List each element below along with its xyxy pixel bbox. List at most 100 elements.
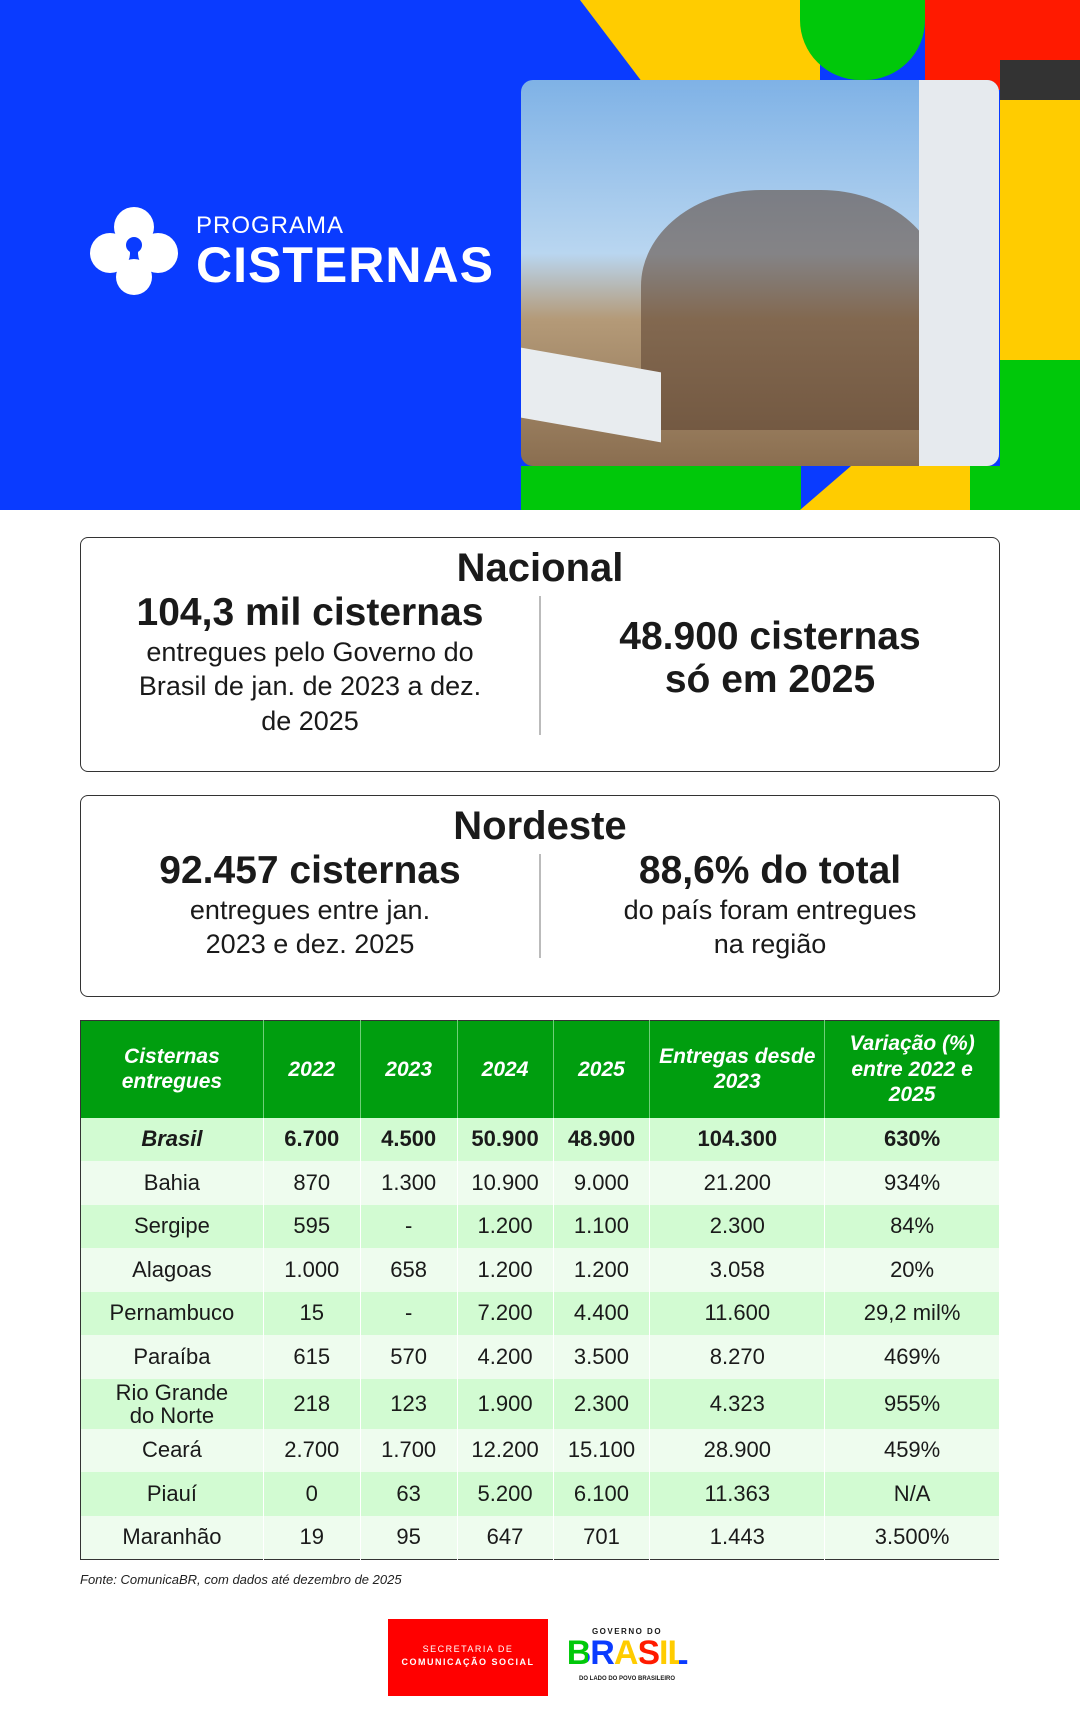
cell: 570 xyxy=(360,1335,458,1379)
cell: 469% xyxy=(824,1335,1000,1379)
cell: 3.500 xyxy=(553,1335,651,1379)
cell: 95 xyxy=(360,1515,458,1560)
nacional-2025-sub: só em 2025 xyxy=(664,657,876,701)
gov-top-text: GOVERNO DO xyxy=(591,1626,663,1636)
program-logo: PROGRAMA CISTERNAS xyxy=(88,205,494,297)
cell: 123 xyxy=(360,1378,458,1429)
nordeste-share-desc: do país foram entregues na região xyxy=(623,894,917,960)
cell: 647 xyxy=(457,1515,554,1560)
row-label: Bahia xyxy=(80,1161,264,1205)
cell: 630% xyxy=(824,1117,1000,1161)
table-row: Rio Grande do Norte 218 123 1.900 2.300 4.323… xyxy=(80,1378,1000,1429)
row-label: Rio Grande do Norte xyxy=(80,1378,264,1429)
cell: 28.900 xyxy=(649,1428,826,1473)
table-row: Maranhão 19 95 647 701 1.443 3.500% xyxy=(80,1515,1000,1560)
cell: 48.900 xyxy=(553,1117,651,1161)
row-label: Alagoas xyxy=(80,1248,264,1292)
cell: 1.000 xyxy=(263,1248,361,1292)
card-divider xyxy=(539,854,541,958)
cell: 955% xyxy=(824,1378,1000,1429)
cell: 1.443 xyxy=(649,1515,826,1560)
cell: 11.363 xyxy=(649,1472,826,1516)
cell: 4.200 xyxy=(457,1335,554,1379)
cell: 3.500% xyxy=(824,1515,1000,1560)
cell: 9.000 xyxy=(553,1161,651,1205)
green-bottom-right-shape xyxy=(970,466,1080,510)
row-label: Piauí xyxy=(80,1472,264,1516)
cell: 1.200 xyxy=(457,1248,554,1292)
main-content: Nacional 104,3 mil cisternas entregues p… xyxy=(80,537,1000,1726)
cell: 1.700 xyxy=(360,1428,458,1473)
source-note: Fonte: ComunicaBR, com dados até dezembr… xyxy=(80,1571,402,1587)
cell: 2.300 xyxy=(553,1378,651,1429)
nordeste-title: Nordeste xyxy=(453,804,627,848)
cell: 8.270 xyxy=(649,1335,826,1379)
cell: - xyxy=(360,1291,458,1335)
column-header: 2023 xyxy=(360,1020,458,1118)
cell: 615 xyxy=(263,1335,361,1379)
cell: 15.100 xyxy=(553,1428,651,1473)
row-label: Ceará xyxy=(80,1428,264,1473)
card-divider xyxy=(539,596,541,735)
cisternas-logo-icon xyxy=(90,207,178,295)
gov-bottom-text: DO LADO DO POVO BRASILEIRO xyxy=(578,1675,675,1682)
yellow-right-shape xyxy=(1000,100,1080,380)
cell: 658 xyxy=(360,1248,458,1292)
cell: 3.058 xyxy=(649,1248,826,1292)
secom-line-2: COMUNICAÇÃO SOCIAL xyxy=(401,1657,535,1668)
cell: 459% xyxy=(824,1428,1000,1473)
row-label: Maranhão xyxy=(80,1515,264,1560)
cell: 1.100 xyxy=(553,1204,651,1248)
cell: - xyxy=(360,1204,458,1248)
column-header: 2024 xyxy=(457,1020,554,1118)
nordeste-total: 92.457 cisternas xyxy=(159,849,461,892)
cell: 84% xyxy=(824,1204,1000,1248)
program-name: CISTERNAS xyxy=(196,237,494,293)
cell: 934% xyxy=(824,1161,1000,1205)
footer-logos: SECRETARIA DE COMUNICAÇÃO SOCIAL GOVERNO… xyxy=(80,1618,1000,1726)
cisternas-table: Cisternas entregues 2022 2023 2024 2025 Entre… xyxy=(80,1020,1000,1560)
cell: 63 xyxy=(360,1472,458,1516)
cell: 104.300 xyxy=(649,1117,826,1161)
column-header: Entregas desde 2023 xyxy=(649,1020,826,1118)
nacional-total-desc: entregues pelo Governo do Brasil de jan.… xyxy=(138,636,482,736)
nordeste-total-desc: entregues entre jan. 2023 e dez. 2025 xyxy=(189,894,431,960)
cell: 2.300 xyxy=(649,1204,826,1248)
row-label: Sergipe xyxy=(80,1204,264,1248)
table-row: Sergipe 595-1.200 1.100 2.300 84% xyxy=(80,1204,1000,1248)
cell: 4.400 xyxy=(553,1291,651,1335)
table-row: Piauí 0 63 5.200 6.100 11.363 N/A xyxy=(80,1472,1000,1516)
cell: N/A xyxy=(824,1472,1000,1516)
cell: 29,2 mil% xyxy=(824,1291,1000,1335)
row-label: Brasil xyxy=(80,1117,264,1161)
cell: 595 xyxy=(263,1204,361,1248)
hero-banner: PROGRAMA CISTERNAS xyxy=(0,0,1080,510)
row-label: Paraíba xyxy=(80,1335,264,1379)
family-photo xyxy=(521,80,999,466)
table-row: Ceará 2.700 1.700 12.200 15.100 28.900 459% xyxy=(80,1428,1000,1473)
cell: 1.300 xyxy=(360,1161,458,1205)
cell: 4.500 xyxy=(360,1117,458,1161)
cell: 701 xyxy=(553,1515,651,1560)
table-row: Pernambuco 15-7.200 4.400 11.600 29,2 mil% xyxy=(80,1291,1000,1335)
cell: 1.200 xyxy=(553,1248,651,1292)
cell: 1.200 xyxy=(457,1204,554,1248)
column-header: 2025 xyxy=(553,1020,651,1118)
green-bottom-shape xyxy=(521,466,801,510)
nacional-2025: 48.900 cisternas xyxy=(619,615,921,658)
cell: 11.600 xyxy=(649,1291,826,1335)
cell: 4.323 xyxy=(649,1378,826,1429)
program-label: PROGRAMA xyxy=(196,212,345,239)
governo-brasil-logo: GOVERNO DO BRASIL DO LADO DO POVO BRASIL… xyxy=(562,1619,692,1696)
cell: 10.900 xyxy=(457,1161,554,1205)
nacional-card: Nacional 104,3 mil cisternas entregues p… xyxy=(80,537,1000,772)
gov-word: BRASIL xyxy=(562,1635,692,1672)
cell: 50.900 xyxy=(457,1117,554,1161)
nacional-title: Nacional xyxy=(456,546,624,590)
table-row: Brasil 6.700 4.500 50.900 48.900 104.300 630% xyxy=(80,1117,1000,1161)
cell: 7.200 xyxy=(457,1291,554,1335)
cell: 20% xyxy=(824,1248,1000,1292)
cell: 870 xyxy=(263,1161,361,1205)
column-header: 2022 xyxy=(263,1020,361,1118)
table-row: Alagoas 1.000 658 1.200 1.200 3.058 20% xyxy=(80,1248,1000,1292)
